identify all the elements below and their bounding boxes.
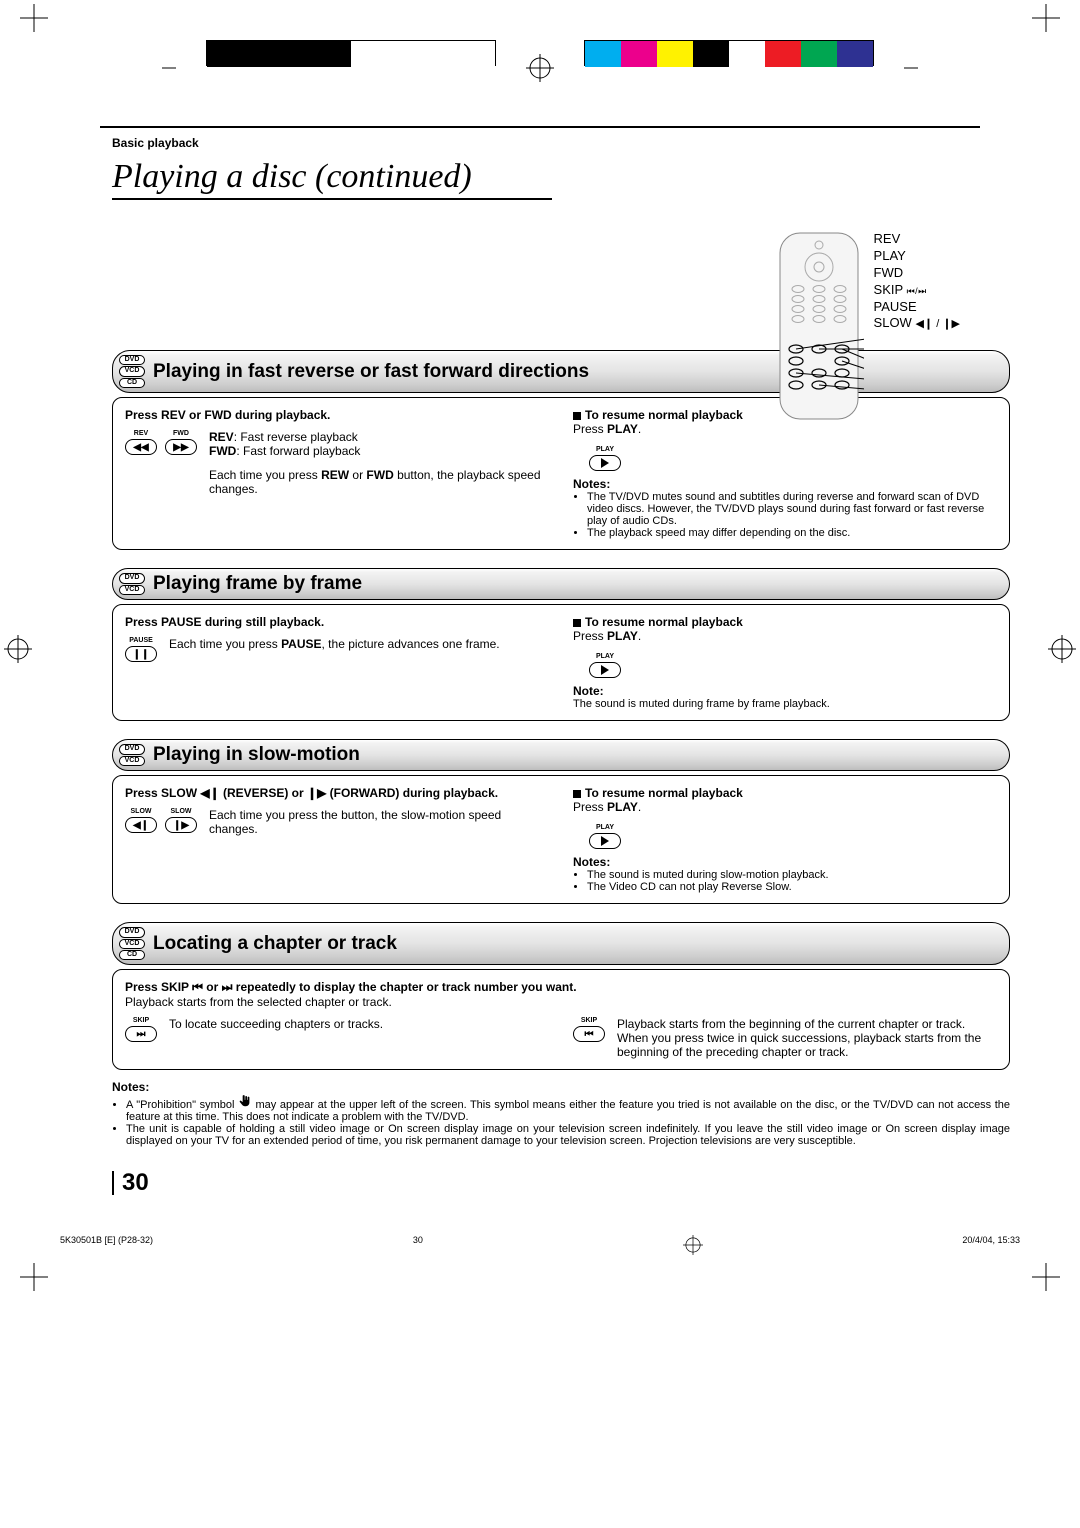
notes-heading: Note: — [573, 684, 997, 698]
play-button-icon: PLAY — [589, 824, 621, 849]
resume-heading: To resume normal playback — [585, 615, 743, 629]
registration-target-top — [526, 54, 554, 82]
crop-mark-br — [1032, 1263, 1060, 1291]
hand-icon — [238, 1094, 252, 1111]
page-title: Playing a disc (continued) — [112, 158, 552, 200]
section-pill-locate: DVD VCD CD Locating a chapter or track — [112, 922, 1010, 965]
lead-text: Press SKIP ⏮ or ⏭ repeatedly to display … — [125, 980, 997, 995]
badge-dvd: DVD — [119, 744, 145, 754]
badge-vcd: VCD — [119, 939, 145, 949]
section-body-locate: Press SKIP ⏮ or ⏭ repeatedly to display … — [112, 969, 1010, 1070]
play-button-icon: PLAY — [589, 446, 621, 471]
section-header: Basic playback — [112, 136, 1020, 150]
section-pill-slow: DVD VCD Playing in slow-motion — [112, 739, 1010, 771]
lead-text: Press SLOW ◀❙ (REVERSE) or ❙▶ (FORWARD) … — [125, 786, 549, 800]
badge-dvd: DVD — [119, 573, 145, 583]
crop-mark-tr — [1032, 4, 1060, 32]
skip-back-button-icon: SKIP⏮ — [573, 1017, 605, 1042]
lead-text: Press PAUSE during still playback. — [125, 615, 549, 629]
crop-tick-right — [904, 54, 918, 82]
badge-dvd: DVD — [119, 927, 145, 937]
badge-vcd: VCD — [119, 366, 145, 376]
bottom-notes-heading: Notes: — [112, 1080, 1010, 1094]
badge-cd: CD — [119, 950, 145, 960]
notes-list: The sound is muted during slow-motion pl… — [587, 869, 997, 893]
print-color-bar-2 — [584, 40, 874, 66]
remote-diagram: REV PLAY FWD SKIP ⏮ / ⏭ PAUSE SLOW ◀❙ / … — [774, 231, 960, 421]
badge-dvd: DVD — [119, 355, 145, 365]
top-registration — [0, 0, 1080, 32]
page-number: 30 — [112, 1171, 1020, 1195]
notes-list: The TV/DVD mutes sound and subtitles dur… — [587, 491, 997, 539]
print-color-bar — [206, 40, 496, 66]
footer-left: 5K30501B [E] (P28-32) — [60, 1235, 153, 1255]
badge-stack: DVD VCD CD — [119, 355, 145, 388]
skip-back-text: Playback starts from the beginning of th… — [617, 1017, 997, 1031]
skip-back-text2: When you press twice in quick succession… — [617, 1031, 997, 1059]
note-text: The sound is muted during frame by frame… — [573, 698, 997, 710]
resume-heading: To resume normal playback — [585, 408, 743, 422]
remote-svg — [774, 231, 864, 421]
footer-right: 20/4/04, 15:33 — [962, 1235, 1020, 1255]
square-bullet-icon — [573, 412, 581, 420]
section-body-slow: Press SLOW ◀❙ (REVERSE) or ❙▶ (FORWARD) … — [112, 775, 1010, 904]
remote-label-rev: REV — [874, 231, 960, 248]
slow-rev-button-icon: SLOW◀❙ — [125, 808, 157, 833]
play-button-icon: PLAY — [589, 653, 621, 678]
crop-tick-left — [162, 54, 176, 82]
slow-fwd-button-icon: SLOW❙▶ — [165, 808, 197, 833]
section-title: Playing frame by frame — [153, 573, 362, 595]
rev-button-icon: REV◀◀ — [125, 430, 157, 455]
pause-button-icon: PAUSE❙❙ — [125, 637, 157, 662]
section-title: Locating a chapter or track — [153, 933, 397, 955]
sub-text: Playback starts from the selected chapte… — [125, 995, 997, 1009]
skip-fwd-button-icon: SKIP⏭ — [125, 1017, 157, 1042]
badge-vcd: VCD — [119, 585, 145, 595]
remote-label-play: PLAY — [874, 248, 960, 265]
para-text: Each time you press the button, the slow… — [209, 808, 549, 836]
bottom-registration — [0, 1263, 1080, 1297]
top-rule — [100, 126, 980, 128]
badge-vcd: VCD — [119, 756, 145, 766]
crop-mark-bl — [20, 1263, 48, 1291]
square-bullet-icon — [573, 619, 581, 627]
remote-label-pause: PAUSE — [874, 299, 960, 316]
fwd-button-icon: FWD▶▶ — [165, 430, 197, 455]
square-bullet-icon — [573, 790, 581, 798]
section-pill-frame: DVD VCD Playing frame by frame — [112, 568, 1010, 600]
badge-cd: CD — [119, 378, 145, 388]
skip-fwd-text: To locate succeeding chapters or tracks. — [169, 1017, 383, 1031]
footer-center: 30 — [413, 1235, 423, 1255]
section-title: Playing in slow-motion — [153, 744, 360, 766]
remote-label-skip: SKIP ⏮ / ⏭ — [874, 282, 960, 299]
lead-text: Press REV or FWD during playback. — [125, 408, 549, 422]
remote-labels: REV PLAY FWD SKIP ⏮ / ⏭ PAUSE SLOW ◀❙ / … — [874, 231, 960, 332]
notes-heading: Notes: — [573, 477, 997, 491]
notes-heading: Notes: — [573, 855, 997, 869]
resume-heading: To resume normal playback — [585, 786, 743, 800]
section-title: Playing in fast reverse or fast forward … — [153, 361, 589, 383]
remote-label-slow: SLOW ◀❙ / ❙▶ — [874, 315, 960, 332]
remote-label-fwd: FWD — [874, 265, 960, 282]
section-body-frame: Press PAUSE during still playback. PAUSE… — [112, 604, 1010, 721]
crop-mark-tl — [20, 4, 48, 32]
registration-target-bottom — [683, 1235, 703, 1255]
bottom-notes-list: A "Prohibition" symbol may appear at the… — [126, 1094, 1010, 1147]
document-footer: 5K30501B [E] (P28-32) 30 20/4/04, 15:33 — [60, 1235, 1020, 1255]
